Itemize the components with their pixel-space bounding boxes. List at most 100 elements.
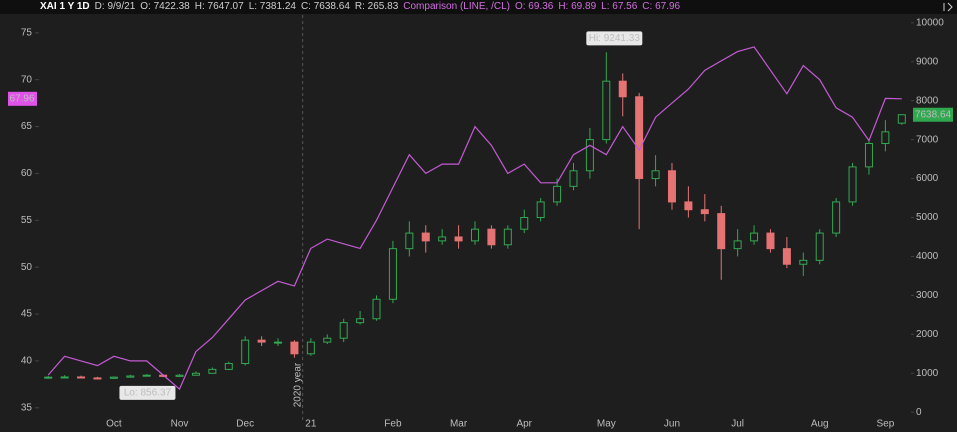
candle-body	[93, 377, 102, 380]
x-tick-label: Aug	[811, 419, 829, 430]
comparison-line	[47, 46, 902, 391]
x-tick-label: 21	[305, 419, 317, 430]
candle-body	[421, 232, 430, 242]
x-tick-label: Jul	[731, 419, 744, 430]
candle-body	[339, 322, 348, 339]
lo-label-text: Lo: 856.37	[124, 388, 172, 399]
hi-label-text: Hi: 9241.33	[589, 33, 641, 44]
x-tick-label: Dec	[236, 419, 254, 430]
candle-body	[700, 209, 709, 215]
candle-body	[602, 80, 611, 141]
y-tick-label: 35	[21, 402, 33, 413]
x-tick-label: Apr	[516, 419, 532, 430]
header-field: C: 7638.64	[300, 1, 350, 12]
candle-body	[848, 166, 857, 203]
header-field: H: 69.89	[558, 1, 597, 12]
candle-body	[569, 170, 578, 187]
candle-body	[290, 341, 299, 355]
y-tick-label: 75	[21, 27, 33, 38]
y2-tick-label: 10000	[916, 17, 944, 28]
candle-body	[60, 376, 69, 379]
candle-body	[126, 375, 135, 378]
candle-body	[274, 341, 283, 344]
candle-body	[356, 318, 365, 324]
candle-body	[241, 339, 250, 365]
header-bar: XAI 1 Y 1D D: 9/9/21 O: 7422.38 H: 7647.07 L…	[0, 0, 957, 14]
y2-tick-label: 1000	[916, 368, 939, 379]
y2-tick-label: 0	[916, 407, 922, 418]
y2-tick-label: 9000	[916, 56, 939, 67]
header-field: L: 7381.24	[248, 1, 296, 12]
candle-body	[487, 228, 496, 246]
candle-body	[77, 376, 86, 379]
menu-icon[interactable]	[939, 0, 957, 14]
x-tick-label: Mar	[450, 419, 468, 430]
candle-body	[881, 131, 890, 145]
candle-body	[733, 240, 742, 250]
x-tick-label: Jun	[664, 419, 680, 430]
header-field: Comparison (LINE, /CL)	[403, 1, 510, 12]
last-right-box	[913, 107, 953, 122]
candle-body	[651, 170, 660, 180]
candle-body	[766, 232, 775, 250]
last-right-label: 7638.64	[915, 109, 952, 120]
y-tick-label: 50	[21, 262, 33, 273]
candle-body	[306, 341, 315, 355]
header-field: H: 7647.07	[194, 1, 244, 12]
candle-body	[520, 217, 529, 230]
y2-tick-label: 5000	[916, 212, 939, 223]
candle-body	[864, 143, 873, 168]
candle-body	[191, 372, 200, 376]
y2-tick-label: 2000	[916, 329, 939, 340]
header-field: O: 7422.38	[140, 1, 190, 12]
candle-body	[454, 236, 463, 242]
candle-body	[635, 96, 644, 180]
last-left-label: 67.96	[9, 93, 34, 104]
header-field: D: 9/9/21	[94, 1, 136, 12]
y-tick-label: 55	[21, 215, 33, 226]
candle-body	[323, 337, 332, 343]
candle-body	[553, 185, 562, 203]
hi-label-box	[586, 31, 643, 46]
y-tick-label: 45	[21, 309, 33, 320]
x-tick-label: May	[597, 419, 616, 430]
year-label: 2020 year	[292, 362, 303, 407]
x-tick-label: Nov	[171, 419, 189, 430]
candle-body	[388, 248, 397, 300]
y2-tick-label: 4000	[916, 251, 939, 262]
last-left-box	[8, 91, 37, 106]
candle-body	[438, 236, 447, 242]
lo-label: Lo: 856.37	[119, 385, 176, 400]
candle-body	[585, 139, 594, 172]
candle-body	[208, 368, 217, 374]
x-tick-label: Oct	[106, 419, 122, 430]
menu-glyph	[943, 2, 953, 12]
candle-body	[618, 80, 627, 98]
candle-body	[405, 232, 414, 250]
y2-tick-label: 6000	[916, 173, 939, 184]
x-tick-label: Sep	[876, 419, 894, 430]
y-tick-label: 65	[21, 121, 33, 132]
y2-tick-label: 3000	[916, 290, 939, 301]
header-field: O: 69.36	[514, 1, 554, 12]
header-field: R: 265.83	[354, 1, 399, 12]
candle-body	[684, 201, 693, 211]
candle-body	[536, 201, 545, 219]
candle-body	[799, 259, 808, 265]
candle-body	[109, 376, 118, 379]
candle-body	[142, 374, 151, 377]
candle-body	[224, 363, 233, 370]
candle-body	[667, 170, 676, 203]
header-field: C: 67.96	[642, 1, 681, 12]
candle-body	[257, 339, 266, 343]
candle-body	[832, 201, 841, 234]
candle-body	[175, 374, 184, 377]
header-field: L: 67.56	[601, 1, 638, 12]
lo-label-box	[119, 385, 176, 400]
y-tick-label: 40	[21, 356, 33, 367]
header-field: XAI 1 Y 1D	[40, 1, 90, 12]
plot-background	[0, 14, 957, 432]
candle-body	[750, 232, 759, 242]
